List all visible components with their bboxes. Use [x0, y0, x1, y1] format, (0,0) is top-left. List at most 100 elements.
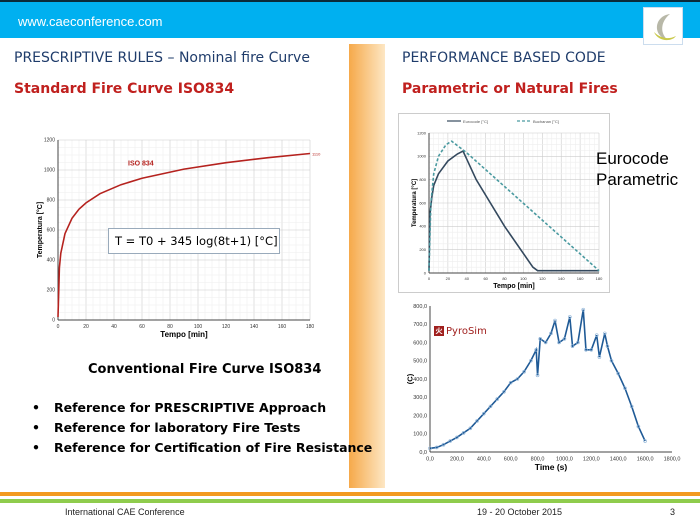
data-point: [629, 404, 634, 409]
x-tick-label: 0: [57, 324, 60, 330]
right-title: PERFORMANCE BASED CODE: [402, 50, 606, 66]
data-point: [557, 340, 561, 345]
data-point: [448, 439, 452, 443]
x-tick-label: 1400,0: [610, 457, 627, 463]
data-point: [643, 439, 647, 443]
data-point: [553, 318, 557, 323]
left-title: PRESCRIPTIVE RULES – Nominal fire Curve: [14, 50, 310, 66]
conference-logo: [643, 7, 683, 45]
x-tick-label: 160: [577, 276, 584, 281]
y-tick-label: 0: [52, 318, 55, 324]
data-point: [636, 424, 641, 429]
formula-text: T = T0 + 345 log(8t+1) [°C]: [115, 234, 278, 248]
y-tick-label: 400,0: [413, 377, 427, 383]
data-point: [468, 426, 473, 431]
data-point: [461, 431, 466, 435]
pyrosim-logo: 火 PyroSim: [434, 326, 487, 337]
data-point: [581, 307, 586, 312]
series-line-2: [428, 140, 600, 272]
eurocode-line1: Eurocode: [596, 149, 669, 168]
series-line-1: [429, 309, 646, 450]
data-point: [515, 377, 520, 381]
left-subtitle: Standard Fire Curve ISO834: [14, 81, 235, 97]
data-point: [538, 337, 543, 341]
y-axis-label: Temperatura [°C]: [36, 202, 44, 258]
y-tick-label: 0,0: [419, 450, 427, 456]
data-point: [508, 380, 513, 385]
x-tick-label: 60: [139, 324, 145, 330]
x-tick-label: 180: [596, 276, 603, 281]
data-point: [576, 340, 580, 345]
bullet-item: Reference for Certification of Fire Resi…: [32, 440, 372, 455]
data-point: [488, 404, 493, 409]
bullet-list: Reference for PRESCRIPTIVE Approach Refe…: [32, 400, 372, 460]
data-point: [455, 435, 459, 440]
y-tick-label: 100,0: [413, 432, 427, 438]
iso-formula: T = T0 + 345 log(8t+1) [°C]: [108, 228, 280, 254]
data-point: [609, 358, 614, 363]
series-label: ISO 834: [128, 161, 154, 168]
y-tick-label: 1000: [417, 154, 427, 159]
y-tick-label: 0: [424, 270, 427, 275]
footer-conference: International CAE Conference: [65, 507, 185, 517]
data-point: [522, 369, 526, 374]
footer-orange-line: [0, 492, 700, 496]
left-caption: Conventional Fire Curve ISO834: [88, 362, 322, 377]
x-tick-label: 140: [558, 276, 565, 281]
x-tick-label: 800,0: [531, 457, 545, 463]
y-tick-label: 300,0: [413, 395, 427, 401]
data-point: [623, 386, 627, 390]
x-tick-label: 100: [520, 276, 527, 281]
y-tick-label: 500,0: [413, 359, 427, 365]
footer-date: 19 - 20 October 2015: [477, 507, 563, 517]
bullet-item: Reference for PRESCRIPTIVE Approach: [32, 400, 372, 415]
y-tick-label: 700,0: [413, 322, 427, 328]
x-tick-label: 120: [222, 324, 231, 330]
data-point: [495, 397, 500, 401]
x-tick-label: 40: [465, 276, 470, 281]
x-tick-label: 80: [502, 276, 507, 281]
data-point: [434, 445, 439, 450]
pyrosim-chart: 0,0 200,0 400,0 600,0 800,0 1000,0 1200,0 1400,…: [405, 304, 680, 472]
data-point: [543, 340, 548, 345]
pyrosim-label: PyroSim: [446, 326, 487, 337]
x-tick-label: 20: [446, 276, 451, 281]
y-tick-label: 1000: [44, 168, 55, 174]
eurocode-label: Eurocode Parametric: [596, 148, 678, 190]
data-point: [535, 373, 540, 378]
header-url[interactable]: www.caeconference.com: [18, 14, 163, 29]
y-tick-label: 600: [419, 200, 426, 205]
y-tick-label: 200,0: [413, 413, 427, 419]
x-tick-label: 120: [539, 276, 546, 281]
data-point: [584, 347, 588, 352]
eurocode-line2: Parametric: [596, 170, 679, 189]
parametric-chart: 0 20 40 60 80 100 120 140 160 180 0 200 400 600 800 100…: [398, 113, 610, 293]
x-tick-label: 140: [250, 324, 259, 330]
x-tick-label: 20: [83, 324, 89, 330]
x-axis-label: Tempo [min]: [493, 283, 534, 290]
x-axis-label: Time (s): [535, 462, 568, 472]
legend-label: Eurocode [°C]: [463, 119, 488, 124]
pyrosim-icon: 火: [434, 326, 444, 336]
x-tick-label: 180: [306, 324, 315, 330]
x-tick-label: 400,0: [477, 457, 491, 463]
data-point: [570, 344, 575, 348]
y-tick-label: 1200: [44, 138, 55, 144]
x-tick-label: 60: [483, 276, 488, 281]
y-tick-label: 400: [419, 224, 426, 229]
legend-label: Buchanan [°C]: [533, 119, 559, 124]
series-line-1: [428, 149, 599, 272]
x-tick-label: 1000,0: [556, 457, 573, 463]
data-point: [475, 419, 479, 423]
data-point: [549, 331, 553, 336]
data-point: [562, 337, 567, 341]
y-tick-label: 600: [47, 228, 56, 234]
x-tick-label: 0: [428, 276, 431, 281]
right-subtitle: Parametric or Natural Fires: [402, 81, 618, 97]
data-point: [589, 347, 594, 352]
data-point: [441, 442, 446, 447]
x-tick-label: 100: [194, 324, 203, 330]
y-tick-label: 800: [47, 198, 56, 204]
y-tick-label: 200: [419, 247, 426, 252]
x-tick-label: 80: [167, 324, 173, 330]
